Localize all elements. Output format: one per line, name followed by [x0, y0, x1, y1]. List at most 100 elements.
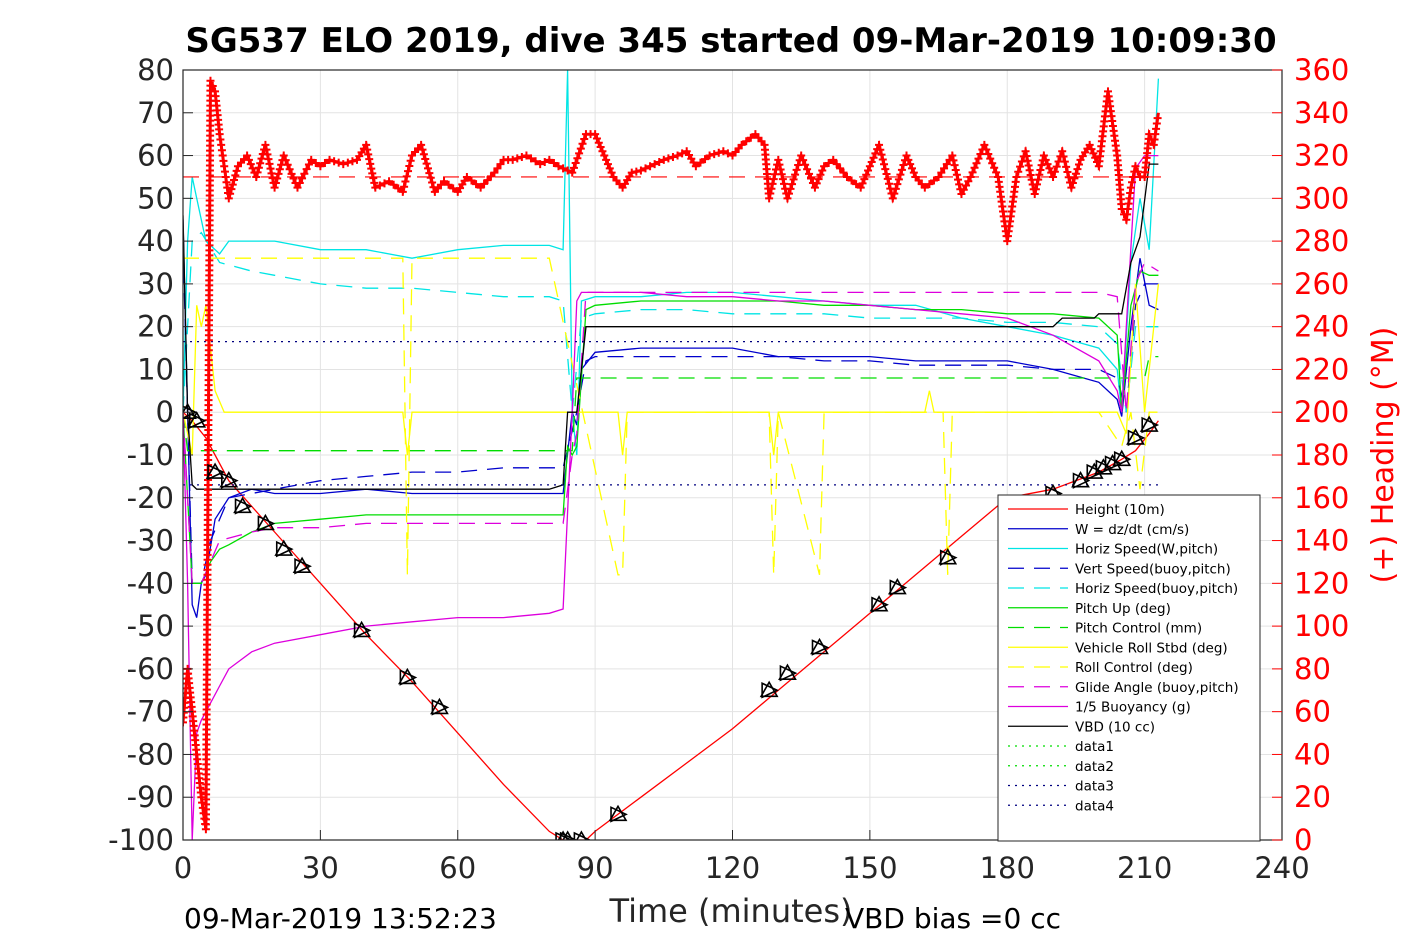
- heading-point: [230, 176, 239, 184]
- heading-point: [253, 168, 262, 177]
- heading-point: [968, 168, 977, 177]
- heading-point: [444, 180, 453, 189]
- heading-point: [775, 160, 784, 169]
- heading-point: [820, 162, 829, 171]
- y-tick-label: 0: [156, 395, 174, 429]
- heading-point: [1030, 190, 1039, 199]
- heading-point: [829, 155, 838, 164]
- heading-point: [902, 151, 911, 160]
- right-tick-label: 200: [1294, 395, 1349, 429]
- y-tick-label: 80: [137, 53, 174, 87]
- height-marker: [187, 411, 207, 430]
- height-marker: [292, 556, 312, 575]
- heading-point: [627, 168, 636, 177]
- heading-point: [1045, 164, 1054, 173]
- heading-point: [990, 163, 999, 172]
- series-line: [183, 231, 1159, 413]
- heading-point: [252, 172, 261, 181]
- x-tick-label: 0: [174, 851, 192, 885]
- legend-label: data3: [1075, 779, 1114, 795]
- heading-point: [422, 159, 431, 168]
- heading-point: [257, 154, 266, 163]
- height-marker: [778, 663, 798, 682]
- legend-label: 1/5 Buoyancy (g): [1075, 700, 1191, 716]
- y-tick-label: 40: [137, 224, 174, 258]
- heading-point: [367, 164, 376, 173]
- footer-timestamp: 09-Mar-2019 13:52:23: [184, 902, 497, 935]
- heading-point: [794, 161, 803, 170]
- heading-point: [737, 140, 746, 149]
- heading-point: [1129, 172, 1138, 181]
- legend-label: VBD (10 cc): [1075, 719, 1155, 735]
- heading-point: [875, 140, 884, 149]
- heading-point: [765, 194, 774, 203]
- heading-point: [746, 133, 755, 142]
- heading-point: [632, 167, 641, 176]
- right-tick-label: 320: [1294, 139, 1349, 173]
- heading-point: [536, 160, 545, 169]
- heading-point: [942, 160, 951, 169]
- y-tick-label: 20: [137, 310, 174, 344]
- heading-point: [937, 168, 946, 177]
- heading-point: [877, 150, 886, 159]
- right-tick-label: 220: [1294, 352, 1349, 386]
- heading-point: [778, 175, 787, 184]
- heading-point: [1033, 180, 1042, 189]
- heading-point: [428, 178, 437, 187]
- heading-point: [467, 176, 476, 185]
- heading-point: [1063, 168, 1072, 177]
- heading-point: [279, 151, 288, 160]
- heading-point: [300, 169, 309, 178]
- heading-point: [786, 184, 795, 193]
- heading-point: [293, 183, 302, 192]
- axis-ticks: 0 30 60 90 120 150 180 210 24080706050403020100-…: [108, 53, 1349, 885]
- heading-point: [1024, 161, 1033, 170]
- heading-point: [742, 137, 751, 146]
- heading-point: [908, 164, 917, 173]
- heading-point: [370, 178, 379, 187]
- heading-point: [605, 164, 614, 173]
- heading-point: [705, 151, 714, 160]
- heading-point: [1023, 156, 1032, 165]
- heading-point: [768, 179, 777, 188]
- heading-point: [307, 155, 316, 164]
- heading-point: [1070, 174, 1079, 183]
- height-marker: [352, 620, 372, 639]
- legend-label: Roll Control (deg): [1075, 660, 1193, 676]
- y-tick-label: -80: [127, 737, 174, 771]
- height-marker: [1112, 449, 1132, 468]
- heading-point: [897, 165, 906, 174]
- heading-point: [1071, 169, 1080, 178]
- heading-point: [992, 168, 1001, 177]
- heading-point: [183, 718, 187, 727]
- heading-point: [893, 180, 902, 189]
- heading-point: [970, 163, 979, 172]
- heading-point: [531, 157, 540, 166]
- height-marker: [759, 680, 780, 699]
- heading-point: [962, 181, 971, 190]
- x-tick-label: 240: [1254, 851, 1309, 885]
- heading-point: [818, 166, 827, 175]
- heading-point: [1052, 162, 1061, 171]
- height-marker: [256, 513, 276, 532]
- heading-point: [283, 160, 292, 169]
- heading-point: [527, 154, 536, 163]
- heading-point: [375, 181, 384, 190]
- heading-point: [594, 138, 603, 147]
- heading-point: [959, 185, 968, 194]
- heading-point: [784, 189, 793, 198]
- chart-title: SG537 ELO 2019, dive 345 started 09-Mar-…: [185, 21, 1276, 61]
- heading-point: [1043, 160, 1052, 169]
- plot-area: [183, 70, 1162, 840]
- heading-point: [948, 151, 957, 160]
- heading-point: [940, 164, 949, 173]
- heading-point: [246, 160, 255, 169]
- heading-point: [810, 183, 819, 192]
- heading-point: [568, 168, 577, 177]
- heading-point: [899, 161, 908, 170]
- heading-point: [270, 183, 279, 192]
- heading-point: [343, 158, 352, 167]
- height-marker: [219, 471, 239, 489]
- heading-point: [797, 151, 806, 160]
- heading-point: [440, 177, 449, 186]
